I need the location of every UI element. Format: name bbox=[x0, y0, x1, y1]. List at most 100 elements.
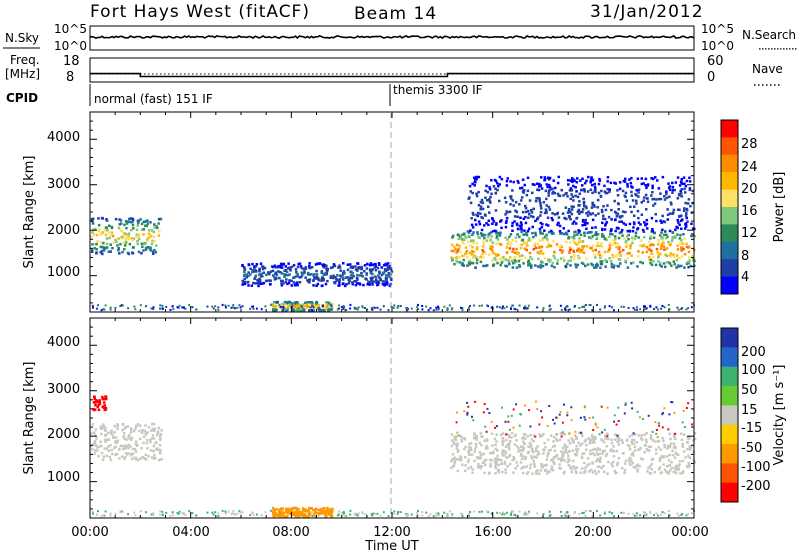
velocity-cell bbox=[323, 511, 327, 515]
power-cell bbox=[374, 275, 377, 278]
power-cell bbox=[421, 308, 424, 311]
velocity-cell bbox=[597, 470, 600, 473]
velocity-cell bbox=[491, 444, 494, 447]
power-cell bbox=[545, 245, 549, 249]
power-cell bbox=[543, 179, 546, 182]
power-cell bbox=[612, 266, 615, 269]
power-cell bbox=[212, 307, 215, 310]
power-cell bbox=[344, 276, 348, 279]
power-cell bbox=[155, 225, 158, 228]
power-cell bbox=[460, 263, 464, 266]
xtick-0: 00:00 bbox=[71, 525, 108, 540]
velocity-cell bbox=[595, 459, 598, 463]
power-cell bbox=[631, 238, 635, 241]
velocity-cell bbox=[100, 427, 104, 430]
power-cell bbox=[287, 305, 290, 309]
velocity-cell bbox=[602, 470, 606, 474]
velocity-cell bbox=[556, 416, 559, 419]
power-cell bbox=[280, 279, 283, 283]
velocity-cell bbox=[475, 436, 479, 440]
vel-cbar-label: Velocity [m s⁻¹] bbox=[772, 365, 787, 466]
velocity-cell bbox=[561, 446, 565, 450]
power-cell bbox=[533, 183, 536, 186]
velocity-cell bbox=[588, 439, 592, 442]
velocity-cell bbox=[113, 424, 116, 428]
power-cell bbox=[677, 308, 680, 311]
velocity-cell bbox=[142, 441, 145, 445]
power-cell bbox=[365, 272, 368, 275]
velocity-cell bbox=[144, 458, 148, 461]
power-cell bbox=[478, 304, 481, 307]
power-cell bbox=[157, 234, 161, 237]
velocity-cell bbox=[624, 459, 628, 462]
power-cell bbox=[584, 264, 587, 268]
velocity-cell bbox=[547, 449, 551, 452]
velocity-cell bbox=[490, 512, 493, 515]
colorbar-swatch bbox=[721, 463, 738, 484]
power-cell bbox=[631, 229, 635, 233]
power-cell bbox=[405, 309, 408, 312]
power-cell bbox=[563, 259, 566, 262]
velocity-cell bbox=[96, 513, 98, 516]
velocity-cell bbox=[677, 467, 680, 471]
power-cell bbox=[469, 201, 473, 205]
power-cell bbox=[681, 242, 685, 245]
velocity-cell bbox=[612, 445, 615, 448]
velocity-cell bbox=[468, 442, 471, 446]
power-cell bbox=[568, 246, 572, 249]
velocity-cell bbox=[575, 471, 578, 475]
power-cell bbox=[350, 276, 354, 280]
power-cell bbox=[557, 221, 560, 225]
noise-left-label: N.Sky bbox=[5, 31, 39, 45]
power-cell bbox=[618, 220, 621, 223]
velocity-cell bbox=[635, 512, 638, 515]
velocity-cell bbox=[104, 426, 107, 429]
power-cell bbox=[259, 262, 263, 265]
velocity-cell bbox=[550, 458, 553, 462]
velocity-cell bbox=[127, 513, 130, 516]
power-cell bbox=[657, 243, 660, 246]
power-cell bbox=[540, 176, 543, 179]
power-cell bbox=[140, 222, 144, 226]
power-cell bbox=[614, 229, 617, 233]
power-cell bbox=[633, 205, 636, 208]
velocity-cell bbox=[502, 439, 505, 443]
velocity-cell bbox=[599, 514, 602, 517]
velocity-cell bbox=[508, 442, 511, 445]
power-cell bbox=[381, 283, 385, 286]
velocity-cell bbox=[138, 429, 141, 433]
velocity-cell bbox=[481, 461, 485, 464]
power-cell bbox=[523, 229, 526, 232]
power-cell bbox=[329, 304, 332, 306]
velocity-cell bbox=[683, 433, 686, 436]
velocity-cell bbox=[636, 410, 639, 413]
power-cell bbox=[624, 259, 627, 262]
velocity-cell bbox=[520, 413, 522, 416]
velocity-cell bbox=[349, 509, 352, 512]
velocity-cell bbox=[501, 470, 504, 474]
power-axis-ticks bbox=[89, 112, 695, 312]
velocity-cell bbox=[559, 410, 562, 413]
velocity-cell bbox=[572, 439, 575, 442]
power-cell bbox=[601, 221, 604, 225]
power-cell bbox=[482, 255, 485, 259]
velocity-cell bbox=[475, 435, 478, 438]
velocity-cell bbox=[634, 433, 637, 436]
power-cell bbox=[109, 308, 112, 311]
power-cell bbox=[486, 264, 489, 267]
velocity-cell bbox=[344, 515, 347, 518]
velocity-cell bbox=[326, 510, 329, 513]
power-cell bbox=[583, 231, 586, 235]
velocity-cell bbox=[460, 435, 463, 439]
velocity-cell bbox=[307, 512, 311, 516]
power-cell bbox=[600, 242, 603, 245]
frequency-panel: Freq. [MHz] 18 8 60 0 Nave bbox=[5, 53, 783, 86]
power-cell bbox=[529, 239, 533, 242]
power-cell bbox=[589, 213, 593, 216]
power-cell bbox=[611, 254, 614, 257]
power-cell bbox=[288, 303, 292, 307]
velocity-cell bbox=[292, 506, 295, 510]
power-cell bbox=[451, 257, 455, 260]
power-cell bbox=[536, 242, 540, 246]
velocity-cell bbox=[574, 470, 578, 473]
